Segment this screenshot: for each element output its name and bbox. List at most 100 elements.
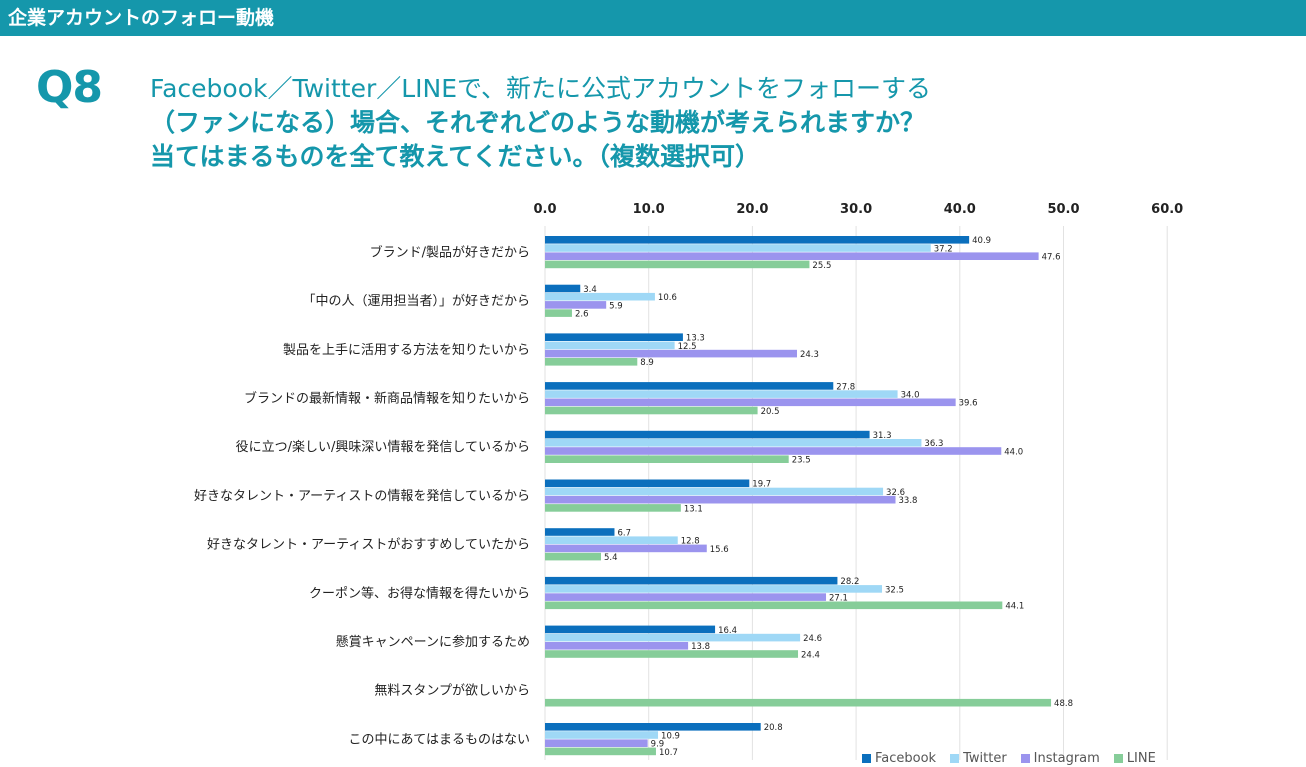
category-label: 「中の人（運用担当者）」が好きだから	[302, 294, 530, 309]
data-label: 5.9	[609, 301, 623, 311]
bar-instagram	[545, 495, 896, 504]
bar-facebook	[545, 479, 750, 488]
legend-label: LINE	[1126, 750, 1156, 766]
header-bar: 企業アカウントのフォロー動機	[0, 0, 1306, 36]
category-label: この中にあてはまるものはない	[349, 732, 530, 747]
x-tick-label: 50.0	[1047, 202, 1079, 217]
bar-facebook	[545, 723, 761, 731]
data-label: 40.9	[972, 236, 991, 246]
category-label: 製品を上手に活用する方法を知りたいから	[283, 342, 530, 358]
chart-legend: Facebook Twitter Instagram LINE	[862, 749, 1156, 767]
legend-item-facebook: Facebook	[862, 751, 936, 766]
category-label: 無料スタンプが欲しいから	[374, 683, 530, 699]
data-label: 27.1	[829, 594, 848, 604]
bar-instagram	[545, 593, 827, 601]
data-label: 20.8	[764, 723, 783, 733]
data-label: 33.8	[899, 496, 918, 506]
bar-twitter	[545, 292, 655, 301]
bar-twitter	[545, 487, 884, 496]
bar-instagram	[545, 447, 1002, 455]
legend-swatch	[950, 753, 960, 763]
data-label: 5.4	[604, 553, 618, 563]
data-label: 10.7	[659, 748, 678, 758]
x-tick-label: 60.0	[1151, 202, 1183, 217]
question-text: Facebook／Twitter／LINEで、新たに公式アカウントをフォローする…	[150, 72, 1150, 174]
bar-facebook	[545, 430, 870, 439]
bar-line	[545, 552, 601, 561]
legend-label: Twitter	[963, 750, 1007, 766]
x-tick-label: 30.0	[840, 202, 872, 217]
bar-twitter	[545, 585, 883, 593]
legend-item-twitter: Twitter	[950, 751, 1007, 766]
bar-instagram	[545, 301, 607, 309]
data-label: 10.9	[661, 731, 680, 741]
x-tick-label: 40.0	[944, 202, 976, 217]
question-number: Q8	[36, 62, 103, 113]
legend-label: Instagram	[1033, 750, 1100, 766]
legend-item-instagram: Instagram	[1020, 750, 1100, 766]
bar-instagram	[545, 642, 689, 650]
data-label: 19.7	[752, 480, 771, 490]
legend-label: Facebook	[875, 750, 937, 766]
bar-instagram	[545, 252, 1039, 260]
data-label: 13.1	[684, 504, 703, 514]
data-label: 13.3	[686, 334, 705, 344]
data-label: 3.4	[583, 285, 597, 295]
data-label: 12.8	[681, 537, 700, 547]
x-tick-label: 0.0	[533, 202, 556, 217]
bar-facebook	[545, 333, 683, 341]
data-label: 32.6	[886, 488, 905, 498]
data-label: 47.6	[1042, 253, 1061, 263]
legend-swatch	[1113, 753, 1123, 763]
bar-twitter	[545, 439, 922, 447]
category-label: ブランドの最新情報・新商品情報を知りたいから	[244, 391, 530, 407]
bar-twitter	[545, 341, 675, 350]
data-label: 36.3	[924, 439, 943, 449]
data-label: 8.9	[640, 358, 654, 368]
data-label: 24.4	[801, 650, 820, 660]
data-label: 27.8	[836, 382, 855, 392]
bar-facebook	[545, 528, 615, 536]
bar-facebook	[545, 382, 834, 390]
header-title: 企業アカウントのフォロー動機	[8, 7, 275, 29]
category-label: 懸賞キャンペーンに参加するため	[336, 634, 530, 650]
question-line-2: （ファンになる）場合、それぞれどのような動機が考えられますか？	[150, 108, 926, 137]
bar-twitter	[545, 633, 801, 642]
legend-swatch	[862, 753, 871, 763]
bar-line	[545, 504, 681, 512]
bar-facebook	[545, 576, 838, 585]
bar-instagram	[545, 349, 797, 358]
data-label: 16.4	[718, 626, 737, 636]
category-label: ブランド/製品が好きだから	[370, 244, 530, 260]
bar-instagram	[545, 739, 648, 747]
category-label: 好きなタレント・アーティストがおすすめしていたから	[207, 538, 530, 553]
category-label: 好きなタレント・アーティストの情報を発信しているから	[194, 489, 530, 504]
bar-line	[545, 260, 810, 269]
data-label: 15.6	[710, 545, 729, 555]
data-label: 24.3	[800, 350, 819, 360]
bar-line	[545, 406, 758, 415]
bar-line	[545, 358, 638, 366]
legend-swatch	[1020, 753, 1030, 763]
bar-twitter	[545, 390, 898, 398]
x-tick-label: 20.0	[736, 202, 768, 217]
bar-line	[545, 309, 572, 317]
bar-line	[545, 601, 1003, 610]
bar-line	[545, 698, 1052, 707]
data-label: 39.6	[959, 399, 978, 409]
question-line-3: 当てはまるものを全て教えてください。（複数選択可）	[150, 142, 761, 171]
bar-line	[545, 650, 799, 658]
bar-instagram	[545, 544, 707, 553]
data-label: 44.0	[1004, 447, 1023, 457]
data-label: 44.1	[1005, 602, 1024, 612]
data-label: 25.5	[812, 261, 831, 271]
category-label: クーポン等、お得な情報を得たいから	[309, 585, 530, 601]
data-label: 13.8	[691, 642, 710, 652]
bar-facebook	[545, 236, 970, 244]
data-label: 9.9	[651, 740, 665, 750]
category-label: 役に立つ/楽しい/興味深い情報を発信しているから	[236, 439, 530, 455]
question-line-1: Facebook／Twitter／LINEで、新たに公式アカウントをフォローする	[150, 74, 932, 103]
data-label: 31.3	[873, 431, 892, 441]
bar-twitter	[545, 536, 678, 544]
